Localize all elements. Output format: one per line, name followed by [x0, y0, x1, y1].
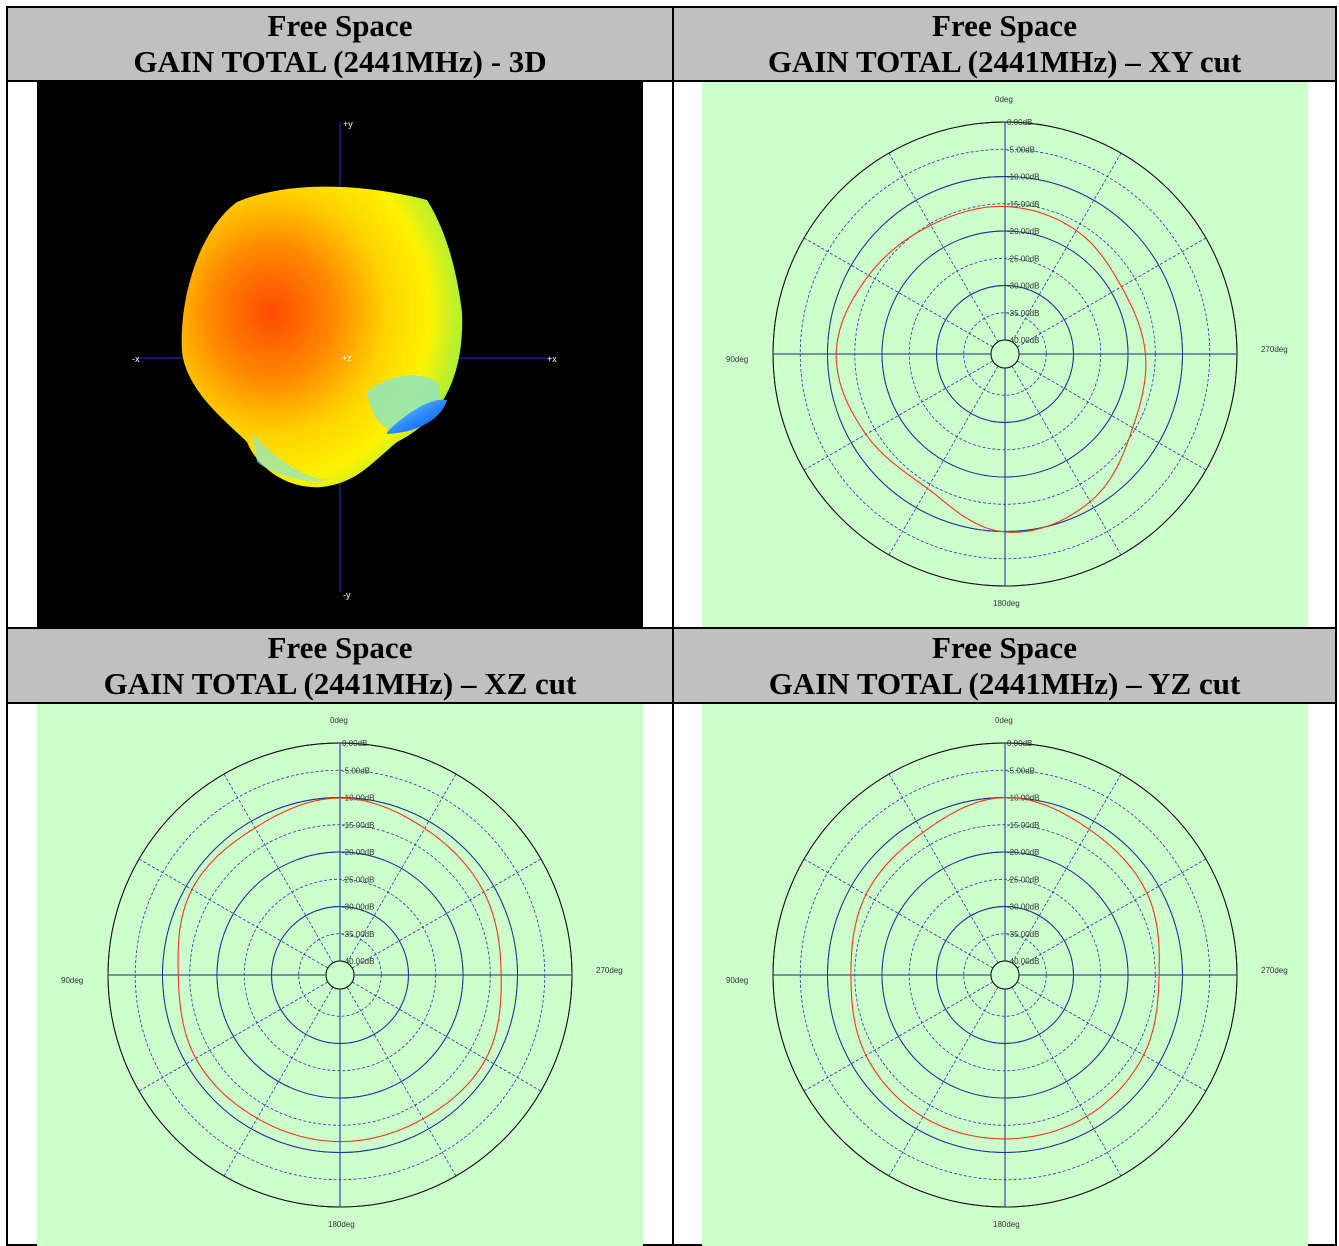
angle-tick-label: 0deg — [995, 95, 1013, 104]
polar-spoke — [888, 365, 999, 556]
radial-tick-label: -10.00dB — [342, 794, 374, 803]
radial-tick-label: 0.00dB — [1007, 118, 1032, 127]
radial-tick-label: -35.00dB — [1007, 309, 1039, 318]
panel-title-line1: Free Space — [267, 629, 413, 665]
gain-trace — [177, 797, 502, 1143]
radiation-lobe — [181, 186, 463, 488]
polar-chart-xz-svg: 0.00dB -5.00dB -10.00dB -15.00dB -20.00dB -25… — [61, 716, 623, 1229]
radial-tick-label: -40.00dB — [1007, 957, 1039, 966]
polar-spoke — [223, 986, 334, 1177]
polar-spoke — [1011, 365, 1122, 556]
radial-tick-label: -10.00dB — [1007, 173, 1039, 182]
angle-tick-label: 270deg — [596, 966, 623, 975]
polar-spoke — [1016, 360, 1207, 471]
polar-spoke — [888, 773, 999, 964]
column-divider — [672, 6, 674, 1246]
polar-chart-yz-svg: 0.00dB -5.00dB -10.00dB -15.00dB -20.00dB -25… — [726, 716, 1288, 1229]
polar-spoke — [346, 986, 457, 1177]
angle-tick-label: 0deg — [330, 716, 348, 725]
row-divider-top-header — [6, 80, 1337, 82]
panel-header-xz: Free Space GAIN TOTAL (2441MHz) – XZ cut — [8, 629, 672, 702]
axis-minus-y-label: -y — [343, 590, 351, 600]
angle-tick-label: 180deg — [993, 1220, 1020, 1229]
radial-tick-label: -25.00dB — [342, 875, 374, 884]
panel-title-line1: Free Space — [932, 629, 1077, 665]
polar-spoke — [888, 152, 999, 343]
figure-table — [6, 6, 1337, 1246]
radial-tick-label: -5.00dB — [342, 766, 370, 775]
panel-header-xy: Free Space GAIN TOTAL (2441MHz) – XY cut — [674, 8, 1335, 80]
radial-tick-label: -5.00dB — [1007, 145, 1035, 154]
polar-spoke — [223, 773, 334, 964]
angle-tick-label: 180deg — [328, 1220, 355, 1229]
angle-tick-label: 270deg — [1261, 966, 1288, 975]
radial-tick-label: -15.00dB — [1007, 200, 1039, 209]
polar-spoke — [1011, 152, 1122, 343]
radial-tick-label: -20.00dB — [1007, 227, 1039, 236]
panel-header-3d: Free Space GAIN TOTAL (2441MHz) - 3D — [8, 8, 672, 80]
panel-title-line2: GAIN TOTAL (2441MHz) – XZ cut — [103, 665, 577, 701]
axis-minus-x-label: -x — [132, 354, 140, 364]
radial-tick-label: -40.00dB — [342, 957, 374, 966]
polar-spoke — [803, 858, 994, 969]
row-divider-bottom-header — [6, 702, 1337, 704]
panel-header-yz: Free Space GAIN TOTAL (2441MHz) – YZ cut — [674, 629, 1335, 702]
axis-plus-y-label: +y — [343, 119, 353, 129]
radial-tick-label: -10.00dB — [1007, 794, 1039, 803]
angle-tick-label: 90deg — [726, 976, 748, 985]
radial-tick-label: -25.00dB — [1007, 875, 1039, 884]
gain-trace — [850, 796, 1160, 1140]
radial-tick-label: -30.00dB — [1007, 903, 1039, 912]
radiation-3d-view: +y -y +x -x +z — [37, 82, 643, 627]
radial-tick-label: -30.00dB — [1007, 282, 1039, 291]
radial-tick-label: 0.00dB — [1007, 739, 1032, 748]
polar-spoke — [1011, 773, 1122, 964]
radial-tick-label: -35.00dB — [342, 930, 374, 939]
polar-spoke — [346, 773, 457, 964]
radial-tick-label: -40.00dB — [1007, 336, 1039, 345]
panel-title-line2: GAIN TOTAL (2441MHz) – YZ cut — [768, 665, 1241, 701]
radial-tick-label: -20.00dB — [1007, 848, 1039, 857]
axis-plus-z-label: +z — [342, 353, 352, 363]
panel-title-line2: GAIN TOTAL (2441MHz) - 3D — [133, 44, 547, 79]
angle-tick-label: 270deg — [1261, 345, 1288, 354]
polar-plot-yz: 0.00dB -5.00dB -10.00dB -15.00dB -20.00dB -25… — [702, 704, 1308, 1246]
polar-spoke — [803, 981, 994, 1092]
polar-spoke — [351, 981, 542, 1092]
angle-tick-label: 180deg — [993, 599, 1020, 608]
gain-trace — [835, 205, 1147, 533]
polar-spoke — [138, 858, 329, 969]
radial-tick-label: -20.00dB — [342, 848, 374, 857]
polar-spoke — [138, 981, 329, 1092]
lobe-blue-patch — [387, 399, 447, 434]
row-divider-middle — [6, 627, 1337, 629]
polar-spoke — [803, 237, 994, 348]
polar-spoke — [1016, 981, 1207, 1092]
panel-title-line2: GAIN TOTAL (2441MHz) – XY cut — [767, 44, 1242, 79]
polar-chart-xy-svg: 0.00dB -5.00dB -10.00dB -15.00dB -20.00dB -25… — [726, 95, 1288, 608]
lobe-lower-patch — [252, 432, 327, 482]
angle-tick-label: 90deg — [61, 976, 83, 985]
radial-tick-label: -15.00dB — [1007, 821, 1039, 830]
polar-spoke — [888, 986, 999, 1177]
polar-spoke — [1016, 858, 1207, 969]
polar-spoke — [1011, 986, 1122, 1177]
polar-spoke — [803, 360, 994, 471]
radial-tick-label: -35.00dB — [1007, 930, 1039, 939]
radial-tick-label: 0.00dB — [342, 739, 367, 748]
radial-tick-label: -25.00dB — [1007, 254, 1039, 263]
polar-spoke — [1016, 237, 1207, 348]
polar-plot-xz: 0.00dB -5.00dB -10.00dB -15.00dB -20.00dB -25… — [37, 704, 643, 1246]
angle-tick-label: 90deg — [726, 355, 748, 364]
panel-title-line1: Free Space — [932, 8, 1077, 43]
angle-tick-label: 0deg — [995, 716, 1013, 725]
polar-plot-xy: 0.00dB -5.00dB -10.00dB -15.00dB -20.00dB -25… — [702, 82, 1308, 627]
radial-tick-label: -5.00dB — [1007, 766, 1035, 775]
axis-plus-x-label: +x — [547, 354, 557, 364]
radial-tick-label: -30.00dB — [342, 903, 374, 912]
panel-title-line1: Free Space — [267, 8, 413, 43]
polar-spoke — [351, 858, 542, 969]
radial-tick-label: -15.00dB — [342, 821, 374, 830]
